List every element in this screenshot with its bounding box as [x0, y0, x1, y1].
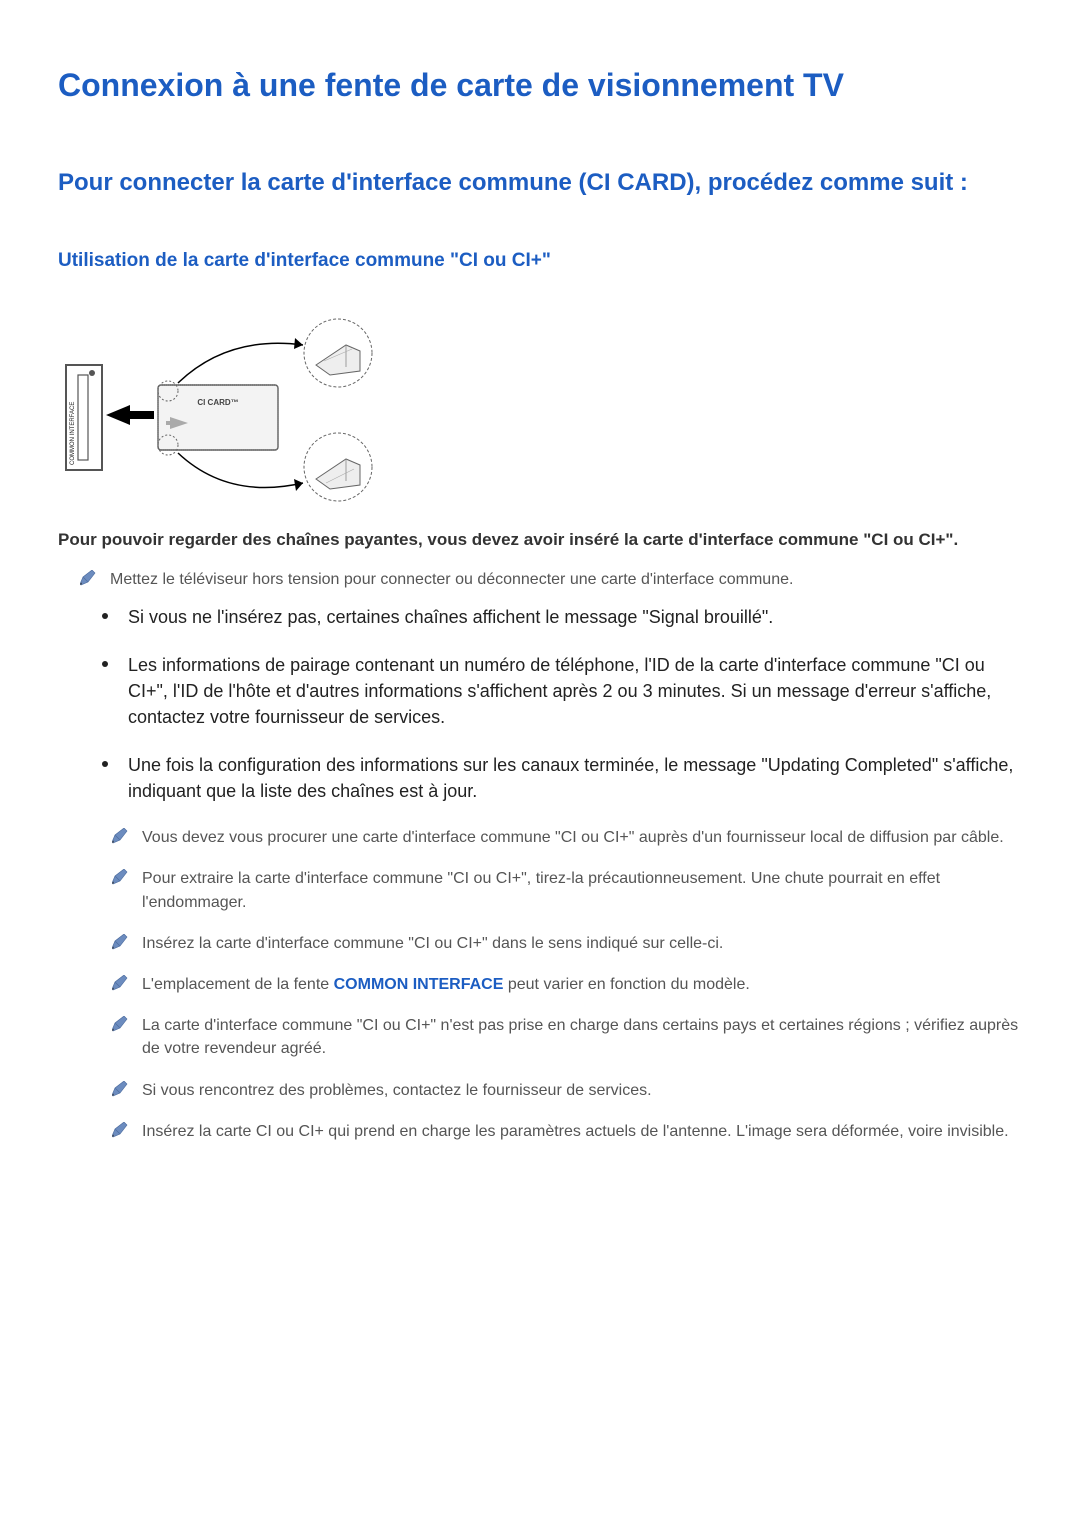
note-text: L'emplacement de la fente COMMON INTERFA… — [142, 973, 750, 996]
note-text: Pour extraire la carte d'interface commu… — [142, 867, 1022, 913]
sub-note-common-interface: L'emplacement de la fente COMMON INTERFA… — [112, 973, 1022, 996]
pencil-icon — [112, 828, 128, 844]
note-text: Si vous rencontrez des problèmes, contac… — [142, 1079, 652, 1102]
note-text: Insérez la carte d'interface commune "CI… — [142, 932, 723, 955]
note-text: Insérez la carte CI ou CI+ qui prend en … — [142, 1120, 1009, 1143]
note-text: Mettez le téléviseur hors tension pour c… — [110, 568, 793, 591]
sub-note: Si vous rencontrez des problèmes, contac… — [112, 1079, 1022, 1102]
pencil-icon — [112, 869, 128, 885]
subsection-title: Utilisation de la carte d'interface comm… — [58, 247, 1022, 275]
note-text: Vous devez vous procurer une carte d'int… — [142, 826, 1004, 849]
pencil-icon — [112, 934, 128, 950]
note-text: La carte d'interface commune "CI ou CI+"… — [142, 1014, 1022, 1060]
list-item: Les informations de pairage contenant un… — [102, 652, 1022, 730]
sub-note: Insérez la carte CI ou CI+ qui prend en … — [112, 1120, 1022, 1143]
pencil-icon — [112, 975, 128, 991]
pencil-icon — [112, 1122, 128, 1138]
sub-notes: Vous devez vous procurer une carte d'int… — [112, 826, 1022, 1143]
pencil-icon — [112, 1081, 128, 1097]
slot-label: COMMON INTERFACE — [70, 401, 76, 464]
intro-bold-text: Pour pouvoir regarder des chaînes payant… — [58, 528, 1022, 553]
sub-note: La carte d'interface commune "CI ou CI+"… — [112, 1014, 1022, 1060]
note-power-off: Mettez le téléviseur hors tension pour c… — [80, 568, 1022, 591]
sub-note: Vous devez vous procurer une carte d'int… — [112, 826, 1022, 849]
pencil-icon — [80, 570, 96, 586]
pencil-icon — [112, 1016, 128, 1032]
sub-note: Pour extraire la carte d'interface commu… — [112, 867, 1022, 913]
bullet-list: Si vous ne l'insérez pas, certaines chaî… — [102, 604, 1022, 805]
list-item: Si vous ne l'insérez pas, certaines chaî… — [102, 604, 1022, 630]
sub-note: Insérez la carte d'interface commune "CI… — [112, 932, 1022, 955]
list-item: Une fois la configuration des informatio… — [102, 752, 1022, 804]
page-title: Connexion à une fente de carte de vision… — [58, 62, 1022, 108]
section-title: Pour connecter la carte d'interface comm… — [58, 166, 1022, 201]
card-label: CI CARD™ — [197, 398, 238, 407]
ci-card-diagram: COMMON INTERFACE CI CARD™ — [58, 305, 1022, 528]
common-interface-label: COMMON INTERFACE — [334, 976, 504, 993]
